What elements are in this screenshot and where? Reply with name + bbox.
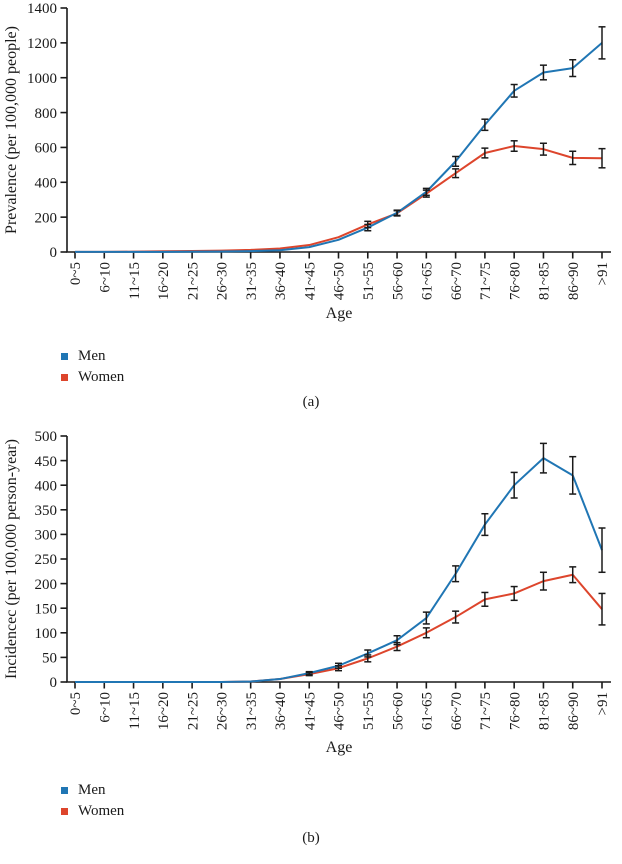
x-tick-label: 76~80 [507, 262, 523, 300]
x-tick-label: 66~70 [449, 262, 465, 300]
legend-b: Men Women [61, 780, 124, 822]
men-error-bars [305, 442, 606, 676]
x-tick-label: 31~35 [244, 262, 260, 300]
legend-item-women: Women [61, 367, 124, 388]
x-tick-label: 51~55 [361, 692, 377, 730]
caption-a: (a) [302, 394, 320, 410]
y-tick-label: 250 [35, 552, 58, 568]
x-tick-label: 46~50 [332, 262, 348, 300]
y-tick-label: 1000 [27, 71, 57, 87]
y-tick-label: 1200 [27, 36, 57, 52]
y-tick-label: 500 [35, 430, 58, 445]
x-tick-label: 11~15 [127, 692, 143, 730]
legend-label-women: Women [78, 803, 125, 819]
y-tick-label: 400 [35, 478, 58, 494]
y-tick-label: 1400 [27, 1, 57, 17]
x-tick-label: 46~50 [332, 692, 348, 730]
legend-a: Men Women [61, 346, 124, 388]
x-tick-label: 6~10 [97, 692, 113, 723]
y-tick-label: 200 [35, 210, 58, 226]
y-tick-label: 600 [35, 141, 58, 157]
y-tick-label: 350 [35, 503, 58, 519]
x-tick-label: 41~45 [302, 262, 318, 300]
women-series-swatch [61, 374, 68, 381]
caption-b: (b) [302, 830, 320, 846]
y-tick-label: 50 [42, 651, 57, 667]
x-tick-label: 16~20 [156, 692, 172, 730]
men-series-swatch [61, 353, 68, 360]
x-tick-label: 0~5 [68, 692, 84, 715]
y-tick-label: 300 [35, 528, 58, 544]
women-series-line [75, 145, 603, 253]
y-tick-label: 400 [35, 175, 58, 191]
x-tick-label: >91 [595, 262, 611, 285]
legend-label-women: Women [78, 369, 125, 385]
axes [60, 7, 611, 259]
x-tick-label: 66~70 [449, 692, 465, 730]
x-tick-label: 76~80 [507, 692, 523, 730]
women-error-bars [364, 140, 606, 229]
axes [60, 435, 611, 689]
x-tick-label: 71~75 [478, 262, 494, 300]
y-tick-label: 450 [35, 454, 58, 470]
prevalence-chart: 0 200 400 600 800 1000 1200 1400 0~5 6~10 11~15 16~… [3, 1, 611, 322]
x-tick-label: 81~85 [537, 262, 553, 300]
x-tick-label: 86~90 [566, 262, 582, 300]
y-tick-label: 0 [50, 245, 58, 261]
x-tick-label: 31~35 [244, 692, 260, 730]
x-tick-label: 86~90 [566, 692, 582, 730]
legend-item-women: Women [61, 801, 124, 822]
x-tick-label: 61~65 [420, 262, 436, 300]
x-tick-label: 36~40 [273, 262, 289, 300]
x-tick-label: 61~65 [420, 692, 436, 730]
men-series-line [75, 457, 603, 683]
x-tick-label: 36~40 [273, 692, 289, 730]
y-tick-label: 100 [35, 626, 58, 642]
x-tick-label: >91 [595, 692, 611, 715]
men-error-bars [364, 26, 606, 232]
x-tick-label: 6~10 [97, 262, 113, 293]
legend-label-men: Men [78, 348, 106, 364]
incidence-chart: 0 50 100 150 200 250 300 350 400 450 500 0~5 6~10 11~… [3, 430, 611, 756]
x-tick-label: 81~85 [537, 692, 553, 730]
legend-item-men: Men [61, 346, 124, 367]
y-tick-label: 200 [35, 577, 58, 593]
women-series-swatch [61, 808, 68, 815]
y-tick-label: 0 [50, 675, 58, 691]
legend-label-men: Men [78, 782, 106, 798]
x-axis-title: Age [326, 739, 353, 756]
y-tick-label: 800 [35, 106, 58, 122]
y-axis-title: Incidencec (per 100,000 person-year) [3, 439, 20, 679]
x-tick-label: 21~25 [185, 692, 201, 730]
y-tick-label: 150 [35, 601, 58, 617]
x-axis-title: Age [326, 305, 353, 322]
x-tick-label: 56~60 [390, 262, 406, 300]
x-tick-label: 26~30 [215, 262, 231, 300]
x-tick-label: 11~15 [127, 262, 143, 300]
men-series-swatch [61, 787, 68, 794]
x-tick-label: 51~55 [361, 262, 377, 300]
x-tick-label: 71~75 [478, 692, 494, 730]
x-tick-label: 0~5 [68, 262, 84, 285]
x-tick-label: 21~25 [185, 262, 201, 300]
women-error-bars [305, 566, 606, 677]
x-tick-label: 16~20 [156, 262, 172, 300]
x-tick-label: 41~45 [302, 692, 318, 730]
x-tick-label: 26~30 [215, 692, 231, 730]
x-tick-label: 56~60 [390, 692, 406, 730]
y-axis-title: Prevalence (per 100,000 people) [3, 26, 20, 234]
legend-item-men: Men [61, 780, 124, 801]
